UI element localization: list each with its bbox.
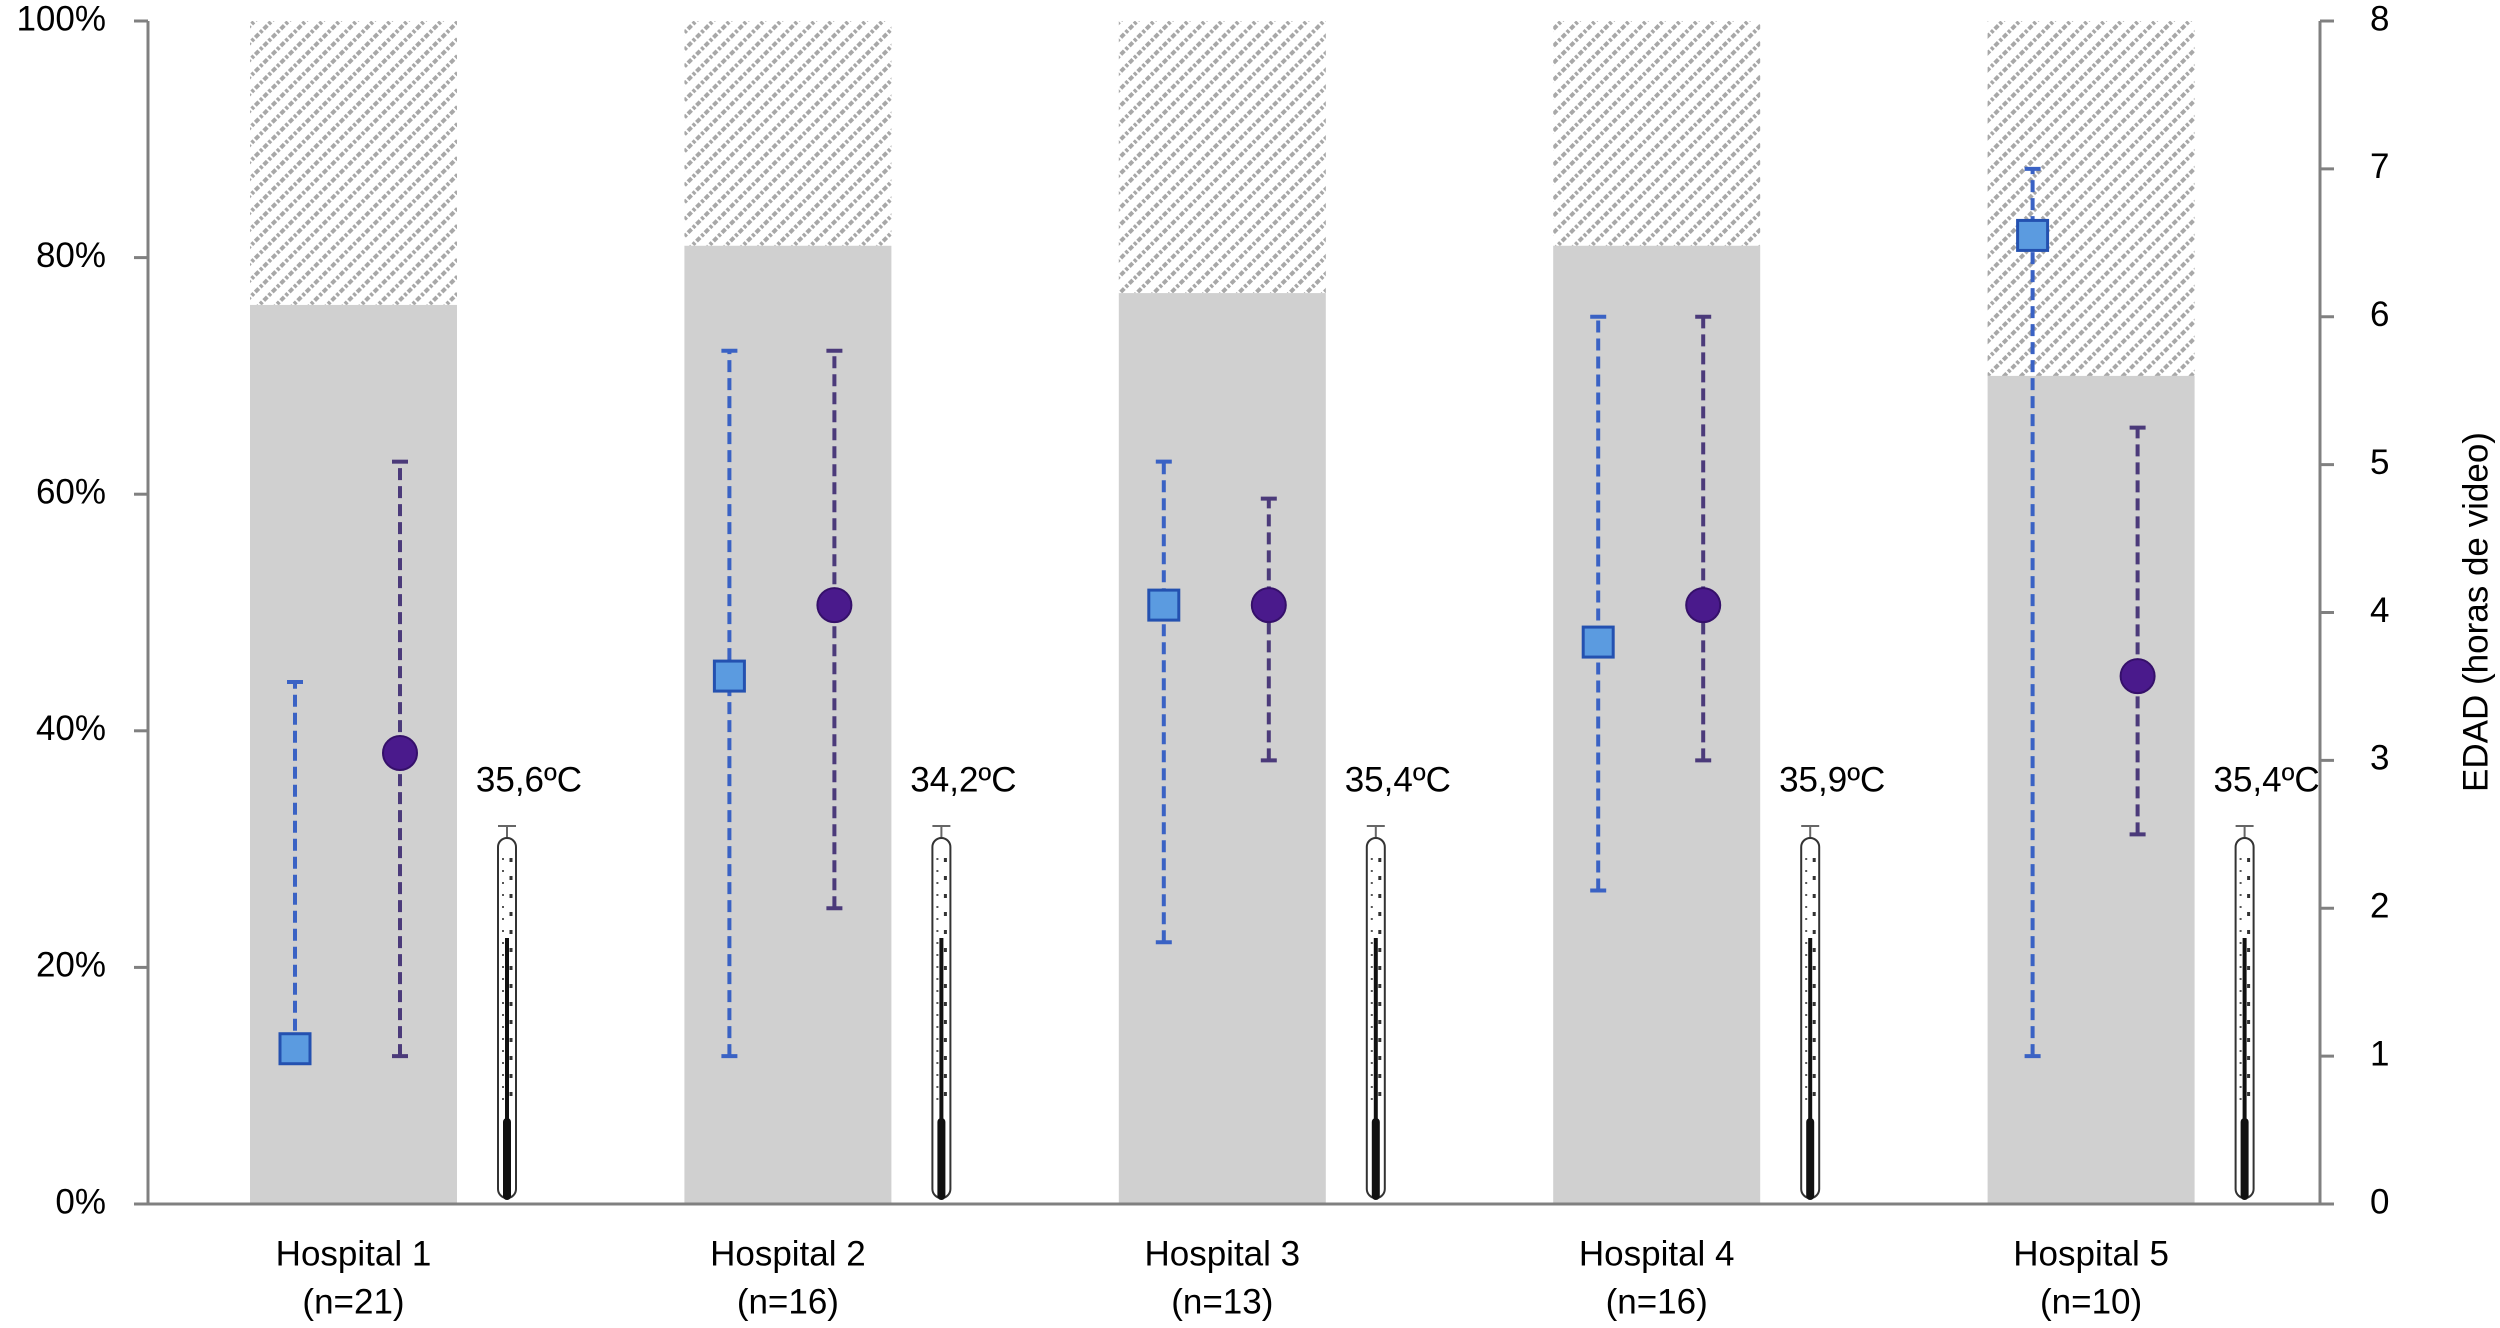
bar <box>1118 293 1326 1205</box>
y-tick-label: 0% <box>55 1182 106 1221</box>
temperature-label: 35,4ºC <box>1345 760 1451 799</box>
x-tick-label: (n=21) <box>302 1282 404 1321</box>
thermometer-icon <box>2233 824 2256 1202</box>
thermometer-icon <box>496 824 518 1202</box>
thermometer-icon <box>1799 824 1822 1202</box>
x-tick-label: (n=13) <box>1171 1282 1273 1321</box>
y2-tick-label: 8 <box>2370 0 2389 38</box>
y-tick-label: 40% <box>36 709 106 748</box>
x-tick-label: (n=10) <box>2040 1282 2142 1321</box>
bar <box>1987 375 2195 1204</box>
x-tick-label: Hospital 1 <box>276 1234 432 1273</box>
remainder-hatch <box>1553 21 1761 246</box>
remainder-hatch <box>250 21 457 305</box>
x-tick-label: (n=16) <box>1606 1282 1708 1321</box>
bar <box>684 245 892 1204</box>
square-marker <box>278 1032 312 1066</box>
square-marker <box>712 659 746 693</box>
y2-tick-label: 3 <box>2370 739 2389 778</box>
remainder-hatch <box>684 21 892 246</box>
y-tick-label: 100% <box>16 0 106 38</box>
y-tick-label: 80% <box>36 236 106 275</box>
y2-tick-label: 1 <box>2370 1034 2389 1073</box>
temperature-label: 35,9ºC <box>1779 760 1885 799</box>
x-tick-label: Hospital 3 <box>1144 1234 1300 1273</box>
circle-marker <box>816 587 853 624</box>
y-tick-label: 60% <box>36 472 106 511</box>
y2-tick-label: 4 <box>2370 591 2389 630</box>
circle-marker <box>1250 587 1287 624</box>
temperature-label: 35,6ºC <box>476 760 582 799</box>
y2-tick-label: 2 <box>2370 887 2389 926</box>
circle-marker <box>2119 658 2156 695</box>
thermometer-icon <box>1364 824 1387 1202</box>
square-marker <box>1581 625 1615 659</box>
x-tick-label: Hospital 5 <box>2013 1234 2169 1273</box>
circle-marker <box>382 734 418 771</box>
thermometer-icon <box>930 824 953 1202</box>
circle-marker <box>1685 587 1722 624</box>
y2-axis-title: EDAD (horas de video) <box>2456 432 2495 792</box>
x-tick-label: (n=16) <box>737 1282 839 1321</box>
bar <box>1553 245 1761 1204</box>
y2-tick-label: 6 <box>2370 295 2389 334</box>
square-marker <box>2016 218 2050 252</box>
remainder-hatch <box>1987 21 2195 376</box>
bar <box>250 304 457 1204</box>
x-tick-label: Hospital 2 <box>710 1234 866 1273</box>
remainder-hatch <box>1118 21 1326 294</box>
temperature-label: 34,2ºC <box>910 760 1016 799</box>
y2-tick-label: 5 <box>2370 443 2389 482</box>
temperature-label: 35,4ºC <box>2214 760 2320 799</box>
square-marker <box>1147 588 1181 622</box>
y2-tick-label: 0 <box>2370 1182 2389 1221</box>
y2-tick-label: 7 <box>2370 147 2389 186</box>
y-tick-label: 20% <box>36 946 106 985</box>
x-tick-label: Hospital 4 <box>1579 1234 1735 1273</box>
